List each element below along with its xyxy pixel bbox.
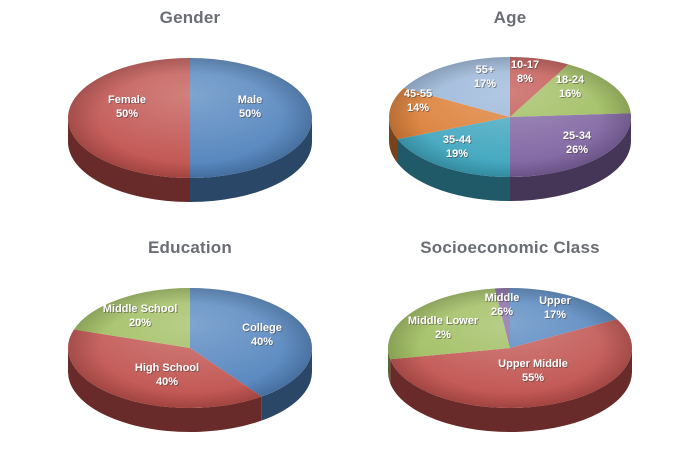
pie-edge-shade-overlay [389,57,631,177]
pie-slice-side-college [261,348,312,421]
pie-edge-shade-overlay [68,288,312,408]
pie-edge-shade-overlay [388,288,632,408]
pie-slice-side-35-44 [397,139,510,201]
pie-slice-side-high-school [68,348,262,432]
pie-chart-gender: Male 50%Male 50%Female 50%Female 50% [68,58,312,202]
chart-title-gender: Gender [159,8,221,27]
pie-chart-education: College 40%College 40%High School 40%High S… [68,288,312,432]
chart-title-age: Age [493,8,527,27]
pie-chart-socioeconomic-class: Upper 17%Upper 17%Upper Middle 55%Upper Mid… [387,288,632,432]
pie-slice-side-25-34 [510,117,631,201]
pie-slice-side-45-55 [389,117,398,164]
pie-slice-side-male [190,118,312,202]
chart-title-education: Education [148,238,232,257]
chart-title-socioeconomic-class: Socioeconomic Class [420,238,600,257]
pie-slice-side-female [68,118,190,202]
pie-edge-shade-overlay [68,58,312,178]
pie-slice-side-upper-middle [390,348,632,432]
pie-chart-age: 10-17 8%10-17 8% 18-24 16%18-24 16%25-34 26%25… [388,57,631,201]
pie-slice-side-middle-lower [388,348,391,384]
